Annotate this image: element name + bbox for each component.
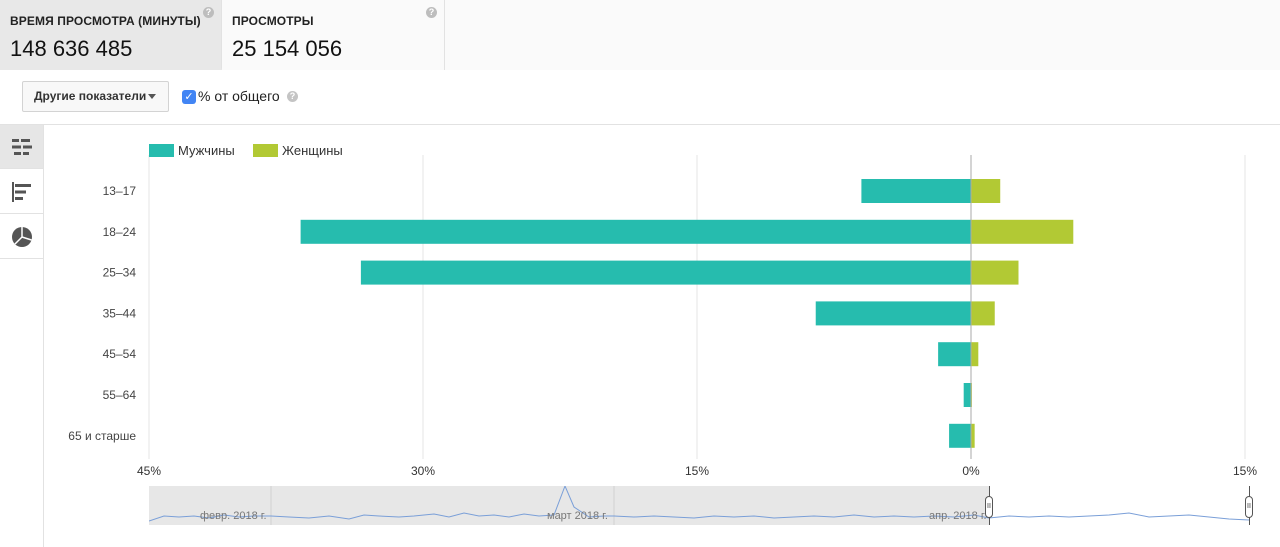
timeline-label: апр. 2018 г. [929,510,987,522]
chart-toolbar: Другие показатели ✓ % от общего ? [0,70,1280,125]
metric-label: ПРОСМОТРЫ [232,14,314,28]
help-icon[interactable]: ? [203,7,214,18]
metric-tab-watch-time[interactable]: ВРЕМЯ ПРОСМОТРА (МИНУТЫ) 148 636 485 ? [0,0,222,70]
timeline-unselected-region [149,486,989,525]
timeline-label: февр. 2018 г. [200,510,267,522]
tick-label: 15% [1233,464,1257,478]
metric-label: ВРЕМЯ ПРОСМОТРА (МИНУТЫ) [10,14,201,28]
bar [949,423,971,448]
metric-tab-empty [445,0,1280,70]
population-pyramid-button[interactable] [0,125,43,169]
category-label: 18–24 [103,225,137,239]
metric-value: 25 154 056 [232,36,343,61]
tick-label: 30% [411,464,435,478]
category-label: 13–17 [103,184,137,198]
pie-chart-icon [12,227,32,247]
chart-type-switcher [0,125,44,547]
category-label: 35–44 [103,306,137,320]
help-icon[interactable]: ? [287,91,298,102]
category-label: 65 и старше [68,429,136,443]
other-metrics-dropdown[interactable]: Другие показатели [22,81,169,112]
horizontal-bar-button[interactable] [0,170,43,214]
bar [971,423,975,448]
percent-of-total-checkbox[interactable]: ✓ [182,90,196,104]
bar [971,342,979,367]
tick-label: 45% [137,464,161,478]
legend-swatch [253,144,278,157]
bar [971,219,1074,244]
legend-label: Мужчины [178,143,235,158]
category-label: 55–64 [103,388,137,402]
timeline-label: март 2018 г. [547,510,608,522]
bar [971,260,1019,285]
horizontal-bar-icon [12,182,31,202]
help-icon[interactable]: ? [426,7,437,18]
legend-item-female[interactable]: Женщины [253,143,343,158]
legend-label: Женщины [282,143,343,158]
chart-svg: 13–17 18–24 25–34 35–44 45–54 55–64 65 и старш… [68,155,1257,478]
pie-chart-button[interactable] [0,215,43,259]
metric-value: 148 636 485 [10,36,133,61]
legend-swatch [149,144,174,157]
bar [938,342,971,367]
tick-label: 0% [962,464,980,478]
category-label: 45–54 [103,347,137,361]
bar [360,260,972,285]
percent-of-total-label[interactable]: % от общего [198,88,280,104]
bar [861,179,971,203]
bar [300,219,971,244]
timeline-start-handle[interactable]: II [985,496,993,518]
timeline-sparkline [149,486,1250,525]
metric-tabs: ВРЕМЯ ПРОСМОТРА (МИНУТЫ) 148 636 485 ? П… [0,0,1280,70]
chevron-down-icon [148,94,156,99]
bar [971,179,1001,203]
timeline-range-selector[interactable]: февр. 2018 г. март 2018 г. апр. 2018 г. … [149,486,1256,525]
population-pyramid-icon [12,139,32,155]
bar [971,301,995,326]
dropdown-label: Другие показатели [34,89,147,103]
age-gender-chart: 13–17 18–24 25–34 35–44 45–54 55–64 65 и старш… [44,125,1280,547]
legend-item-male[interactable]: Мужчины [149,143,235,158]
bar [963,383,971,407]
category-label: 25–34 [103,266,137,280]
timeline-end-handle[interactable]: II [1245,496,1253,518]
tick-label: 15% [685,464,709,478]
bar [815,301,971,326]
metric-tab-views[interactable]: ПРОСМОТРЫ 25 154 056 ? [222,0,445,70]
